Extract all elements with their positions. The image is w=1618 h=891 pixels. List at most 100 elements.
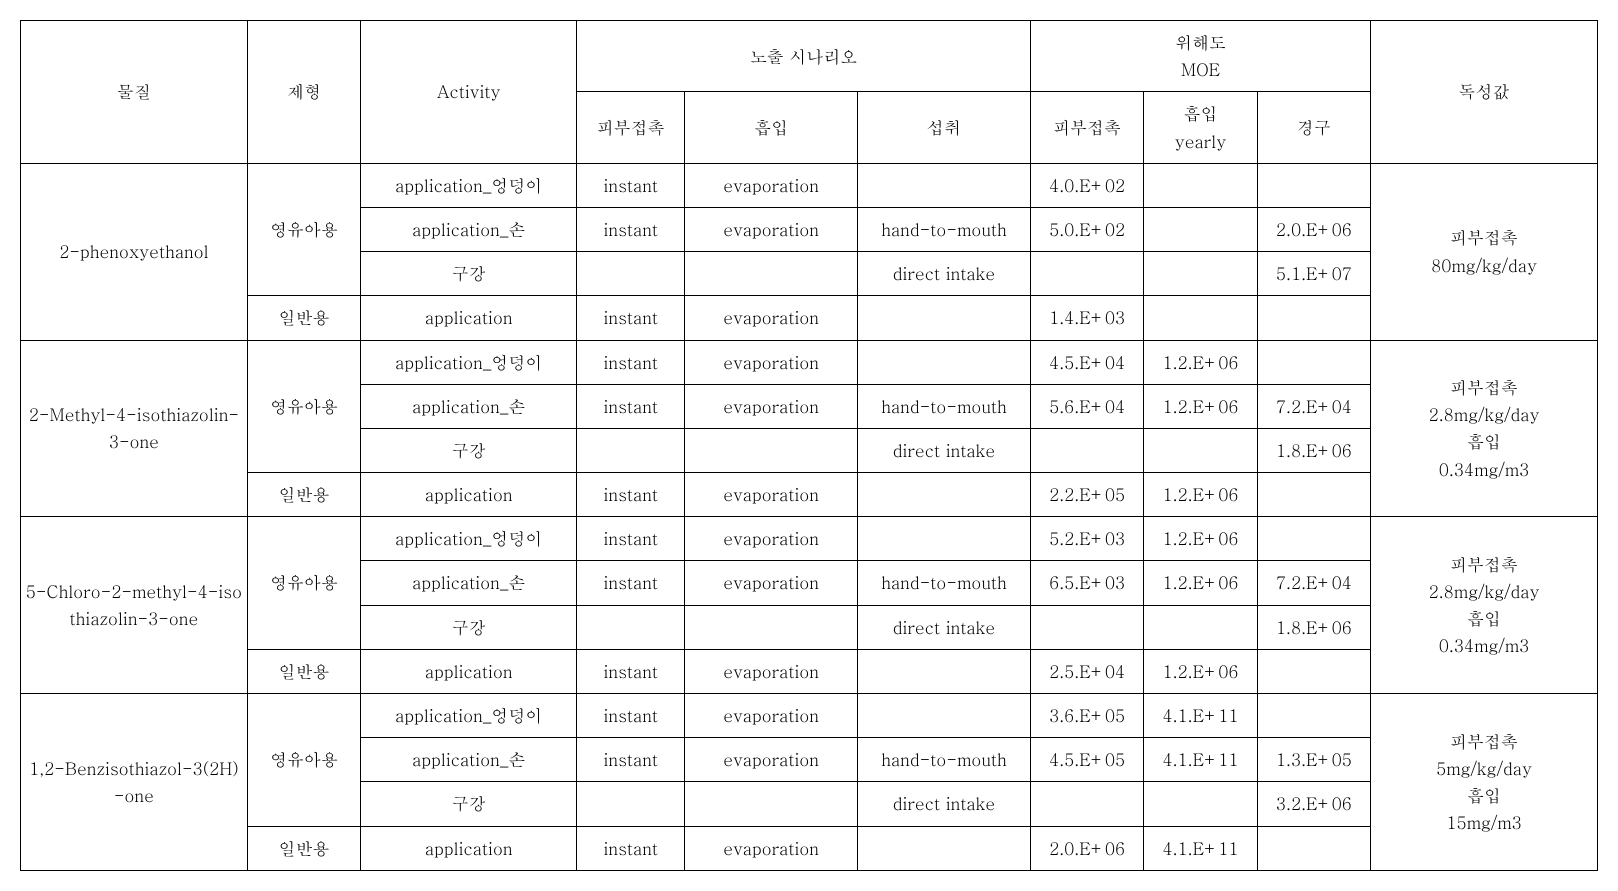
cell-moe-skin: 2.0.E+06 [1030, 826, 1143, 870]
cell-moe-inhal: 4.1.E+11 [1144, 694, 1257, 738]
cell-activity: application_손 [361, 384, 577, 428]
cell-moe-inhal: 1.2.E+06 [1144, 384, 1257, 428]
cell-moe-inhal [1144, 207, 1257, 251]
table-row: 2-phenoxyethanol영유아용application_엉덩이insta… [21, 163, 1598, 207]
cell-exp-skin [577, 428, 685, 472]
cell-substance: 2-phenoxyethanol [21, 163, 248, 340]
cell-moe-oral: 7.2.E+04 [1257, 561, 1370, 605]
cell-exp-inhal: evaporation [685, 649, 858, 693]
cell-moe-oral: 1.3.E+05 [1257, 738, 1370, 782]
risk-assessment-table: 물질 제형 Activity 노출 시나리오 위해도 MOE 독성값 피부접촉 … [20, 20, 1598, 871]
cell-moe-skin [1030, 782, 1143, 826]
cell-moe-skin: 5.0.E+02 [1030, 207, 1143, 251]
header-activity: Activity [361, 21, 577, 164]
cell-activity: application [361, 826, 577, 870]
cell-form: 영유아용 [247, 163, 360, 296]
cell-activity: application [361, 649, 577, 693]
cell-exp-intake: direct intake [858, 428, 1031, 472]
cell-exp-inhal [685, 605, 858, 649]
cell-exp-intake [858, 473, 1031, 517]
cell-exp-skin [577, 782, 685, 826]
cell-exp-inhal: evaporation [685, 473, 858, 517]
cell-exp-inhal: evaporation [685, 826, 858, 870]
cell-exp-inhal: evaporation [685, 694, 858, 738]
cell-activity: application_손 [361, 738, 577, 782]
cell-form: 영유아용 [247, 340, 360, 473]
cell-exp-inhal: evaporation [685, 384, 858, 428]
cell-activity: application_손 [361, 561, 577, 605]
cell-moe-oral: 5.1.E+07 [1257, 252, 1370, 296]
cell-moe-oral: 7.2.E+04 [1257, 384, 1370, 428]
cell-exp-skin [577, 252, 685, 296]
cell-exp-inhal: evaporation [685, 163, 858, 207]
cell-moe-inhal [1144, 605, 1257, 649]
cell-form: 일반용 [247, 649, 360, 693]
cell-moe-oral [1257, 517, 1370, 561]
cell-moe-skin: 5.2.E+03 [1030, 517, 1143, 561]
table-body: 2-phenoxyethanol영유아용application_엉덩이insta… [21, 163, 1598, 870]
header-moe: 위해도 MOE [1030, 21, 1370, 92]
cell-moe-skin: 2.5.E+04 [1030, 649, 1143, 693]
cell-exp-skin: instant [577, 296, 685, 340]
cell-moe-inhal: 1.2.E+06 [1144, 340, 1257, 384]
table-row: 일반용applicationinstantevaporation1.4.E+03 [21, 296, 1598, 340]
table-row: 5-Chloro-2-methyl-4-isothiazolin-3-one영유… [21, 517, 1598, 561]
cell-exp-intake [858, 517, 1031, 561]
cell-activity: application_엉덩이 [361, 163, 577, 207]
cell-exp-skin: instant [577, 473, 685, 517]
cell-exp-skin: instant [577, 384, 685, 428]
cell-form: 영유아용 [247, 517, 360, 650]
header-moe-skin: 피부접촉 [1030, 92, 1143, 163]
cell-moe-skin: 4.5.E+05 [1030, 738, 1143, 782]
cell-activity: application [361, 296, 577, 340]
cell-moe-oral [1257, 694, 1370, 738]
cell-moe-inhal [1144, 252, 1257, 296]
cell-moe-inhal: 1.2.E+06 [1144, 517, 1257, 561]
header-exp-intake: 섭취 [858, 92, 1031, 163]
cell-tox: 피부접촉 2.8mg/kg/day 흡입 0.34mg/m3 [1371, 340, 1598, 517]
cell-moe-skin [1030, 428, 1143, 472]
cell-moe-skin: 6.5.E+03 [1030, 561, 1143, 605]
cell-exp-inhal [685, 782, 858, 826]
cell-moe-inhal [1144, 782, 1257, 826]
cell-tox: 피부접촉 5mg/kg/day 흡입 15mg/m3 [1371, 694, 1598, 871]
header-moe-oral: 경구 [1257, 92, 1370, 163]
cell-exp-skin: instant [577, 826, 685, 870]
cell-exp-intake: direct intake [858, 782, 1031, 826]
header-substance: 물질 [21, 21, 248, 164]
cell-exp-intake [858, 826, 1031, 870]
header-exp-skin: 피부접촉 [577, 92, 685, 163]
cell-exp-intake [858, 163, 1031, 207]
header-exposure-scenario: 노출 시나리오 [577, 21, 1031, 92]
cell-tox: 피부접촉 2.8mg/kg/day 흡입 0.34mg/m3 [1371, 517, 1598, 694]
cell-moe-skin: 1.4.E+03 [1030, 296, 1143, 340]
cell-form: 일반용 [247, 473, 360, 517]
cell-exp-intake: direct intake [858, 605, 1031, 649]
table-row: 일반용applicationinstantevaporation2.2.E+05… [21, 473, 1598, 517]
cell-moe-oral [1257, 649, 1370, 693]
cell-tox: 피부접촉 80mg/kg/day [1371, 163, 1598, 340]
cell-exp-intake [858, 649, 1031, 693]
cell-exp-intake: hand-to-mouth [858, 384, 1031, 428]
cell-moe-oral: 2.0.E+06 [1257, 207, 1370, 251]
cell-moe-oral [1257, 163, 1370, 207]
cell-exp-intake [858, 694, 1031, 738]
cell-activity: application [361, 473, 577, 517]
cell-activity: 구강 [361, 428, 577, 472]
table-row: 일반용applicationinstantevaporation2.5.E+04… [21, 649, 1598, 693]
cell-exp-inhal: evaporation [685, 738, 858, 782]
cell-moe-oral [1257, 473, 1370, 517]
cell-moe-inhal: 4.1.E+11 [1144, 738, 1257, 782]
header-moe-inhal: 흡입 yearly [1144, 92, 1257, 163]
cell-exp-skin [577, 605, 685, 649]
cell-exp-inhal: evaporation [685, 517, 858, 561]
cell-exp-intake [858, 340, 1031, 384]
cell-moe-skin [1030, 252, 1143, 296]
cell-form: 영유아용 [247, 694, 360, 827]
cell-exp-inhal: evaporation [685, 340, 858, 384]
cell-moe-oral: 3.2.E+06 [1257, 782, 1370, 826]
header-tox: 독성값 [1371, 21, 1598, 164]
cell-substance: 5-Chloro-2-methyl-4-isothiazolin-3-one [21, 517, 248, 694]
cell-form: 일반용 [247, 296, 360, 340]
cell-exp-intake: direct intake [858, 252, 1031, 296]
